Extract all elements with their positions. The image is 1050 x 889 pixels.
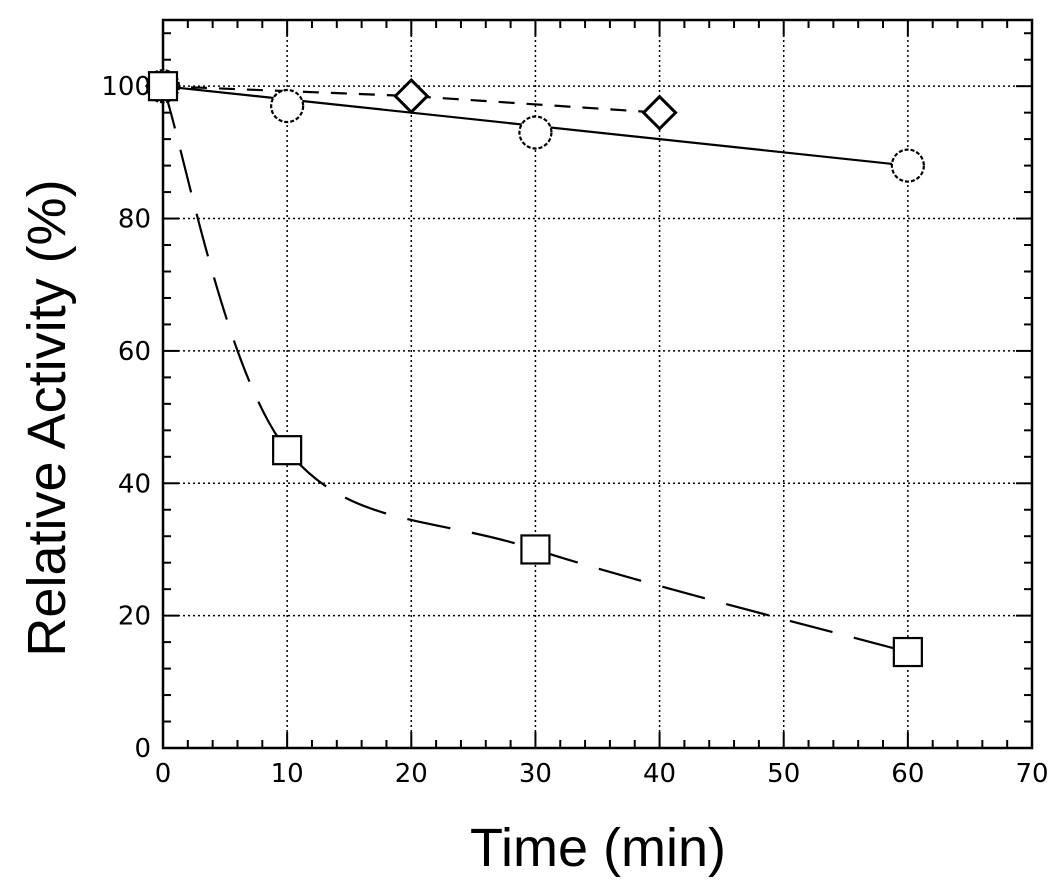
x-tick-label: 60: [891, 759, 924, 789]
data-point-diamond: [393, 77, 430, 115]
x-tick-label: 30: [519, 759, 552, 789]
y-tick-label: 100: [101, 72, 151, 102]
x-tick-label: 70: [1015, 759, 1048, 789]
data-point-square: [892, 636, 923, 668]
y-tick-label: 40: [118, 469, 151, 499]
data-point-square: [272, 435, 303, 466]
y-tick-label: 80: [118, 205, 151, 235]
axis-ticks: [162, 20, 1033, 749]
y-axis-label: Relative Activity (%): [17, 179, 77, 656]
data-point-diamond: [641, 94, 678, 131]
tick-labels: 0 10 20 30 40 50 60 70 0 20 40 60 80 100: [101, 72, 1048, 789]
x-tick-label: 40: [643, 759, 676, 789]
y-tick-label: 0: [134, 734, 151, 764]
plot-frame: [161, 18, 1034, 750]
y-tick-label: 60: [118, 337, 151, 367]
data-point-circle: [270, 88, 305, 124]
x-tick-label: 10: [271, 759, 304, 789]
data-series: [144, 68, 925, 668]
data-point-circle: [518, 115, 553, 150]
series-square: [147, 71, 923, 668]
data-point-square: [520, 534, 551, 565]
x-tick-label: 0: [155, 759, 172, 789]
data-point-square: [147, 71, 179, 102]
y-tick-label: 20: [118, 602, 151, 632]
data-point-circle: [890, 148, 925, 183]
plot-border: [161, 18, 1034, 750]
series-line-square: [161, 85, 909, 654]
x-tick-label: 50: [767, 759, 800, 789]
grid-lines: [163, 20, 1032, 748]
x-tick-label: 20: [395, 759, 428, 789]
x-axis-label: Time (min): [470, 818, 726, 878]
series-diamond: [144, 68, 678, 131]
